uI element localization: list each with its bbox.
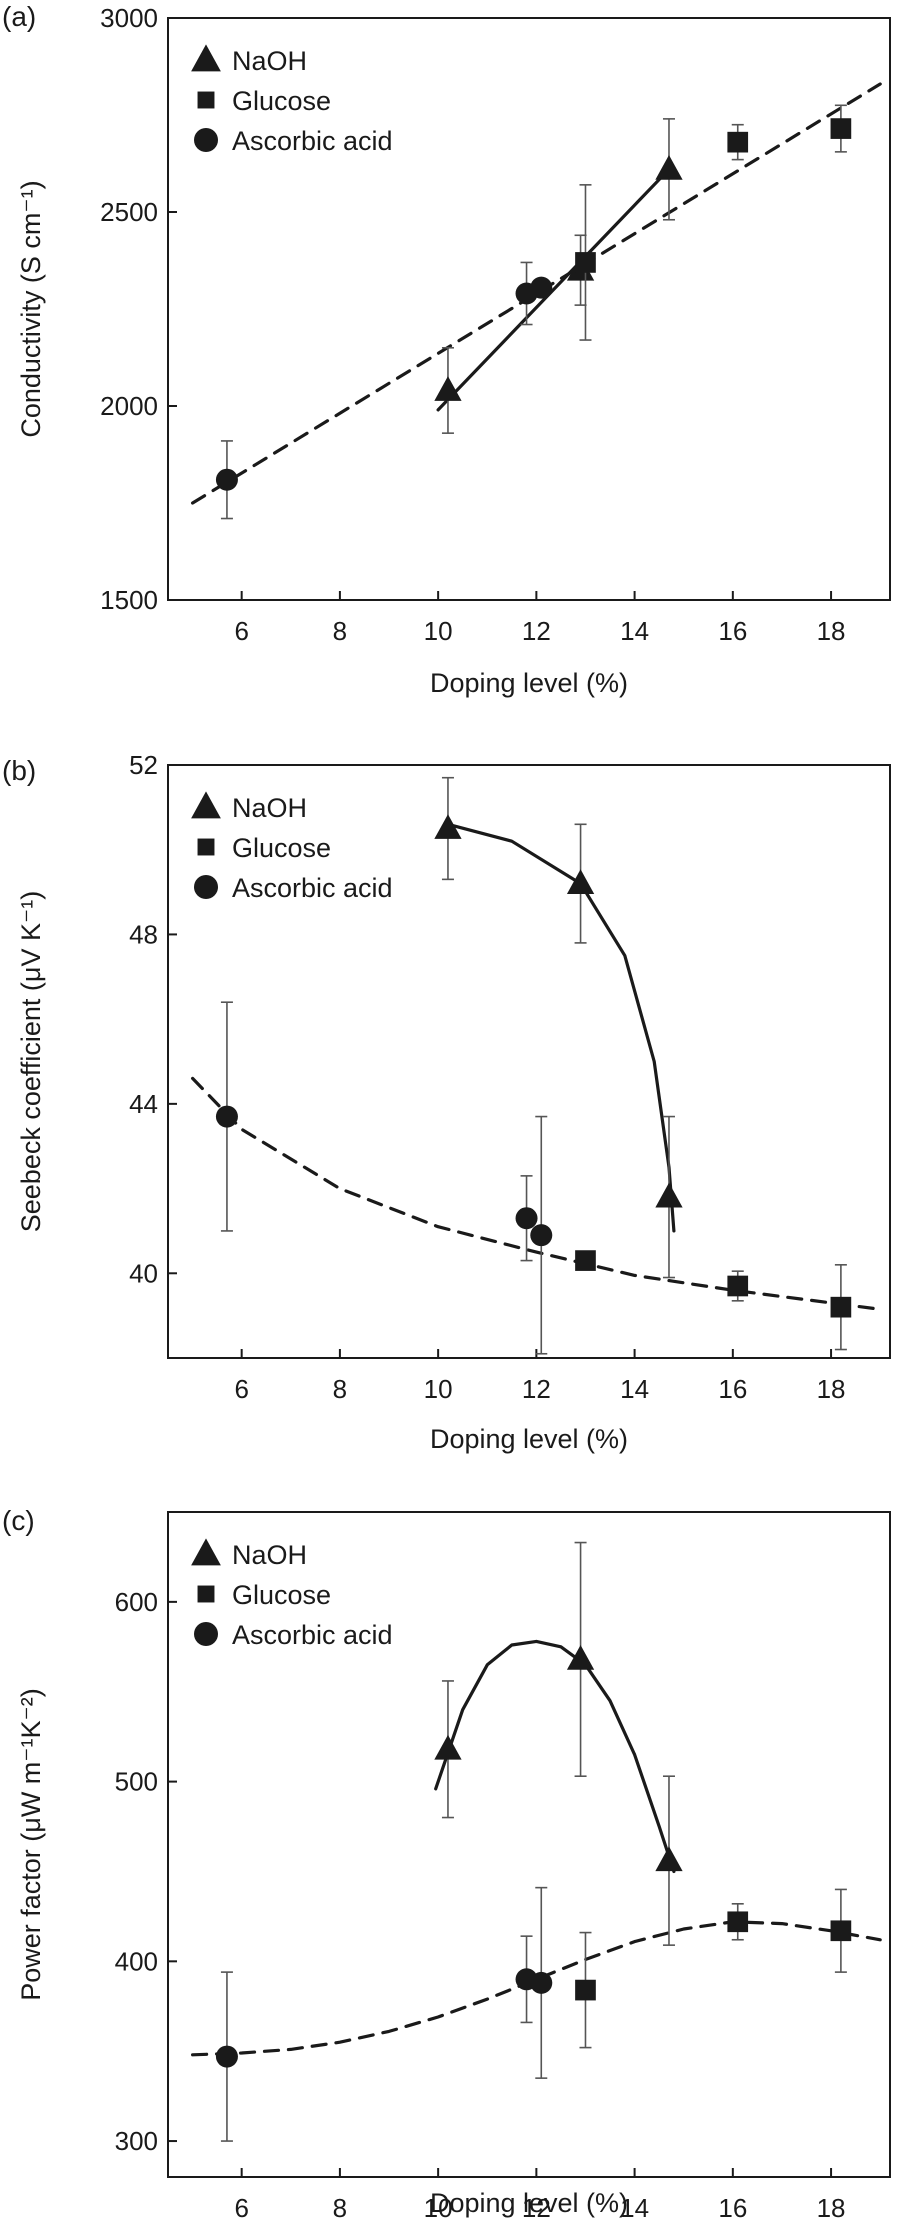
legend-label-ascorbic-acid: Ascorbic acid: [232, 126, 393, 156]
legend-marker-glucose: [197, 838, 215, 856]
legend-marker-naoh: [191, 791, 221, 819]
legend-marker-naoh: [191, 1538, 221, 1566]
data-point-glucose: [727, 1911, 749, 1933]
y-tick-label: 500: [115, 1767, 158, 1797]
fit-line-solid: [434, 1639, 676, 1874]
x-tick-label: 16: [718, 2193, 747, 2221]
x-tick-label: 12: [522, 616, 551, 646]
y-tick-label: 2000: [100, 391, 158, 421]
y-tick-label: 400: [115, 1946, 158, 1976]
data-point-glucose: [575, 252, 596, 273]
fit-line-solid: [436, 167, 671, 412]
legend-marker-glucose: [197, 1585, 215, 1603]
x-tick-label: 8: [333, 616, 347, 646]
fit-line-dashed: [191, 1076, 882, 1311]
legend-label-ascorbic-acid: Ascorbic acid: [232, 1620, 393, 1650]
x-tick-label: 18: [817, 616, 846, 646]
panel-2: (b) 6 8 10 12 14 16 18 40 44 48 52 Doping level (%) S…: [2, 750, 891, 1454]
data-point-glucose: [727, 131, 749, 153]
data-point-naoh: [434, 1734, 462, 1760]
data-point-ascorbic-acid: [215, 468, 238, 491]
x-tick-label: 6: [234, 2193, 248, 2221]
plot-frame: [167, 17, 891, 601]
x-tick-label: 6: [234, 1374, 248, 1404]
data-point-naoh: [655, 1846, 683, 1872]
y-axis-title: Power factor (μW m⁻¹K⁻²): [16, 1688, 46, 2001]
fit-line-dashed: [191, 82, 882, 505]
data-point-glucose: [830, 118, 852, 139]
fit-line-solid: [446, 822, 676, 1233]
data-point-glucose: [727, 1275, 749, 1297]
y-axis-title: Conductivity (S cm⁻¹): [16, 180, 46, 437]
x-tick-label: 6: [234, 616, 248, 646]
panel-1: (a) 6 8 10 12 14 16 18 1500 2000 2500 3000 Doping le…: [2, 1, 891, 698]
data-point-naoh: [566, 1645, 595, 1670]
data-point-glucose: [575, 1250, 596, 1271]
data-point-ascorbic-acid: [515, 1207, 538, 1230]
y-tick-label: 300: [115, 2126, 158, 2156]
x-tick-label: 14: [620, 616, 649, 646]
data-point-naoh: [434, 814, 462, 839]
y-axis-title: Seebeck coefficient (μV K⁻¹): [16, 891, 46, 1232]
data-point-naoh: [566, 869, 595, 894]
y-tick-label: 40: [129, 1258, 158, 1288]
y-tick-label: 3000: [100, 3, 158, 33]
legend-label-naoh: NaOH: [232, 46, 307, 76]
x-tick-label: 10: [424, 1374, 453, 1404]
panel-label: (c): [2, 1505, 35, 1536]
x-tick-label: 16: [718, 1374, 747, 1404]
data-point-ascorbic-acid: [530, 1224, 553, 1247]
plot-frame: [167, 764, 891, 1359]
x-tick-label: 14: [620, 1374, 649, 1404]
data-point-ascorbic-acid: [215, 2045, 238, 2068]
legend-label-naoh: NaOH: [232, 793, 307, 823]
legend-marker-ascorbic-acid: [194, 1622, 218, 1646]
panel-3: (c) 6 8 10 12 14 16 18 300 400 500 600 Doping level …: [2, 1505, 891, 2221]
data-point-ascorbic-acid: [215, 1105, 238, 1128]
x-tick-label: 16: [718, 616, 747, 646]
data-point-ascorbic-acid: [530, 276, 553, 299]
data-point-naoh: [655, 1182, 683, 1208]
data-point-ascorbic-acid: [530, 1971, 553, 1994]
y-tick-label: 48: [129, 919, 158, 949]
x-tick-label: 12: [522, 2193, 551, 2221]
x-axis-title: Doping level (%): [430, 2188, 628, 2218]
legend-marker-ascorbic-acid: [194, 128, 218, 152]
panel-label: (a): [2, 1, 36, 32]
legend-marker-naoh: [191, 44, 221, 72]
y-tick-label: 44: [129, 1089, 158, 1119]
y-tick-label: 2500: [100, 197, 158, 227]
legend-marker-ascorbic-acid: [194, 875, 218, 899]
data-point-glucose: [575, 1979, 596, 2001]
y-tick-label: 1500: [100, 585, 158, 615]
data-point-glucose: [830, 1920, 852, 1942]
legend-marker-glucose: [197, 91, 215, 109]
y-tick-label: 600: [115, 1587, 158, 1617]
x-tick-label: 18: [817, 1374, 846, 1404]
data-point-naoh: [655, 154, 683, 180]
x-tick-label: 18: [817, 2193, 846, 2221]
x-tick-label: 10: [424, 2193, 453, 2221]
x-tick-label: 8: [333, 2193, 347, 2221]
x-tick-label: 10: [424, 616, 453, 646]
legend-label-glucose: Glucose: [232, 86, 331, 116]
y-tick-label: 52: [129, 750, 158, 780]
legend-label-glucose: Glucose: [232, 1580, 331, 1610]
plot-frame: [167, 1511, 891, 2178]
x-axis-title: Doping level (%): [430, 1424, 628, 1454]
legend-label-glucose: Glucose: [232, 833, 331, 863]
data-point-naoh: [434, 376, 462, 401]
x-tick-label: 12: [522, 1374, 551, 1404]
x-tick-label: 8: [333, 1374, 347, 1404]
legend-label-ascorbic-acid: Ascorbic acid: [232, 873, 393, 903]
x-axis-title: Doping level (%): [430, 668, 628, 698]
legend-label-naoh: NaOH: [232, 1540, 307, 1570]
x-tick-label: 14: [620, 2193, 649, 2221]
panel-label: (b): [2, 755, 36, 786]
data-point-glucose: [830, 1296, 852, 1318]
